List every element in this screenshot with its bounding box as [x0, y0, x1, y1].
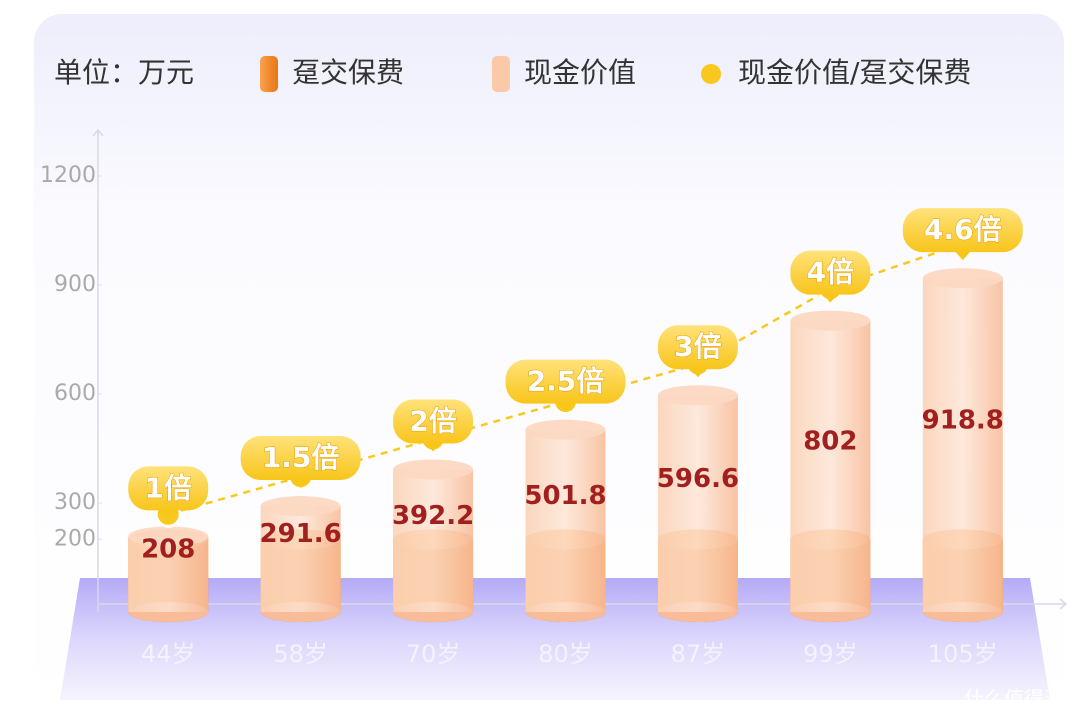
ratio-bubble-tip — [954, 251, 971, 261]
y-tick-label: 200 — [54, 526, 96, 551]
bar — [790, 320, 871, 612]
bar — [128, 536, 209, 612]
x-tick-label: 105岁 — [928, 640, 998, 668]
ratio-bubble — [505, 359, 626, 404]
ratio-bubble-tip — [160, 509, 177, 519]
value-label: 596.6 — [657, 464, 739, 494]
legend-swatch — [492, 56, 510, 92]
x-tick-label: 87岁 — [671, 640, 726, 668]
ratio-label: 4倍 — [807, 256, 854, 289]
ratio-label: 4.6倍 — [924, 213, 1002, 246]
value-label: 208 — [141, 534, 195, 564]
value-label: 802 — [803, 426, 857, 456]
x-tick-label: 80岁 — [538, 640, 593, 668]
x-axis-arrow — [1059, 598, 1068, 610]
legend-label: 现金价值 — [524, 56, 636, 89]
value-label: 501.8 — [524, 481, 606, 511]
value-label: 392.2 — [392, 501, 474, 531]
ratio-bubble — [128, 466, 209, 511]
cylinder-top — [525, 419, 606, 440]
value-label: 918.8 — [922, 405, 1004, 435]
legend-swatch — [260, 56, 278, 92]
ratio-bubble-tip — [425, 442, 442, 452]
ratio-bubble — [902, 208, 1023, 253]
ratio-bubble — [393, 399, 474, 444]
ratio-bubble — [657, 325, 738, 370]
x-tick-label: 44岁 — [141, 640, 196, 668]
legend-label: 现金价值/趸交保费 — [738, 56, 971, 89]
ratio-bubble-tip — [822, 293, 839, 303]
bar — [922, 278, 1003, 612]
y-tick-label: 300 — [54, 490, 96, 515]
x-tick-label: 70岁 — [406, 640, 461, 668]
y-tick-label: 1200 — [40, 163, 96, 188]
cylinder-top — [393, 459, 474, 480]
watermark: 什么值得买 — [964, 687, 1064, 711]
ratio-label: 2.5倍 — [527, 365, 605, 398]
ratio-bubble — [240, 436, 361, 481]
ratio-bubble-tip — [557, 402, 574, 412]
y-tick-label: 900 — [54, 272, 96, 297]
y-tick-label: 600 — [54, 381, 96, 406]
bar — [260, 506, 341, 612]
ratio-bubble — [790, 250, 871, 295]
ratio-label: 1倍 — [144, 471, 191, 504]
legend-label: 趸交保费 — [292, 56, 404, 89]
cylinder-top — [128, 526, 209, 547]
x-tick-label: 99岁 — [803, 640, 858, 668]
value-label: 291.6 — [260, 519, 342, 549]
unit-label: 单位：万元 — [54, 56, 194, 89]
cylinder-top — [260, 496, 341, 517]
ratio-label: 2倍 — [409, 405, 456, 438]
bar — [525, 429, 606, 612]
cylinder-top — [790, 310, 871, 331]
bar — [393, 469, 474, 612]
cylinder-top — [657, 385, 738, 406]
legend-swatch — [701, 64, 721, 84]
ratio-label: 1.5倍 — [262, 441, 340, 474]
ratio-bubble-tip — [689, 368, 706, 378]
y-axis-arrow — [92, 128, 104, 137]
x-tick-label: 58岁 — [273, 640, 328, 668]
cylinder-top — [922, 268, 1003, 289]
bar — [657, 395, 738, 612]
ratio-bubble-tip — [292, 479, 309, 489]
ratio-label: 3倍 — [674, 330, 721, 363]
